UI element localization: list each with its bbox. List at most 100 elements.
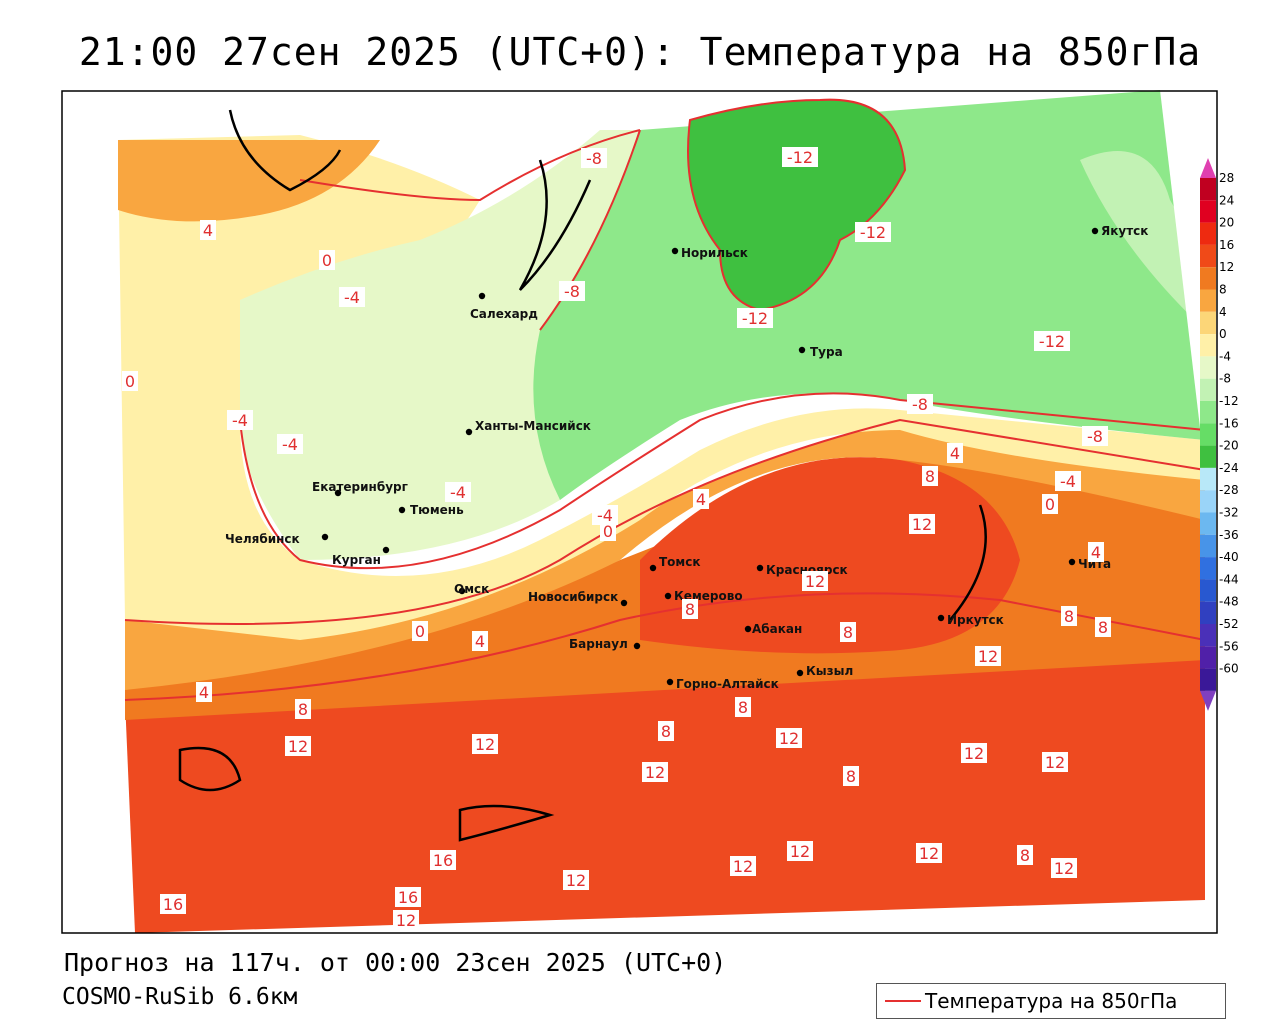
city-label: Екатеринбург — [312, 480, 408, 494]
colorbar-swatch — [1200, 668, 1216, 691]
contour-label: 12 — [912, 515, 932, 534]
colorbar-swatch — [1200, 401, 1216, 424]
city-marker — [321, 533, 329, 541]
map-frame — [61, 90, 1218, 934]
contour-label: 4 — [475, 632, 485, 651]
colorbar-tick-label: -44 — [1219, 572, 1239, 586]
city-marker — [796, 669, 804, 677]
field-band-minus4 — [240, 130, 660, 560]
contour-label-bg — [319, 250, 335, 270]
colorbar-tick-label: 16 — [1219, 238, 1234, 252]
contour-label-bg — [1051, 858, 1077, 878]
contour-line — [239, 392, 1206, 570]
contour-label-bg — [782, 147, 818, 167]
contour-label: 12 — [475, 735, 495, 754]
city-label: Барнаул — [569, 637, 628, 651]
contour-label-bg — [1042, 494, 1058, 514]
contour-label-bg — [961, 743, 987, 763]
colorbar-swatch — [1200, 423, 1216, 446]
colorbar-tick-label: 4 — [1219, 305, 1227, 319]
city-label: Горно-Алтайск — [676, 677, 779, 691]
contour-label: 0 — [322, 251, 332, 270]
contour-label-bg — [909, 514, 935, 534]
colorbar-tick-label: 24 — [1219, 193, 1234, 207]
legend-label: Температура на 850гПа — [925, 989, 1178, 1013]
colorbar-swatch — [1200, 490, 1216, 513]
colorbar: 28 24 20 16 12 8 4 0 -4 -8 -12 -16 -20 -24 -28 -32 -36 -4… — [1200, 158, 1239, 711]
colorbar-swatch — [1200, 311, 1216, 335]
model-name: COSMO-RuSib 6.6км — [62, 984, 298, 1010]
contour-label: 8 — [846, 767, 856, 786]
contour-label-bg — [840, 622, 856, 642]
city-marker — [620, 599, 628, 607]
contour-label-bg — [658, 721, 674, 741]
colorbar-tick-label: -32 — [1219, 506, 1239, 520]
contour-label-bg — [472, 631, 488, 651]
colorbar-swatch — [1200, 579, 1216, 602]
coastline — [518, 159, 592, 291]
contour-label: 16 — [433, 851, 453, 870]
colorbar-swatch — [1200, 289, 1216, 312]
city-marker — [664, 592, 672, 600]
colorbar-tick-label: -4 — [1219, 349, 1231, 363]
contour-label-bg — [160, 894, 186, 914]
contour-label: 12 — [733, 857, 753, 876]
city-label: Омск — [454, 582, 489, 596]
contour-label-bg — [430, 850, 456, 870]
city-label: Курган — [332, 553, 381, 567]
contour-line — [124, 418, 1206, 625]
contour-label-bg — [1042, 752, 1068, 772]
field-nw-warm — [118, 140, 380, 222]
contour-label-bg — [1017, 845, 1033, 865]
colorbar-swatch — [1200, 601, 1216, 624]
contour-label: 8 — [661, 722, 671, 741]
lake-baikal — [949, 504, 987, 621]
city-label: Салехард — [470, 307, 538, 321]
contour-label: -4 — [597, 506, 613, 525]
contour-label: -8 — [564, 282, 580, 301]
city-marker — [937, 614, 945, 622]
contour-label: 12 — [645, 763, 665, 782]
contour-label: -4 — [282, 435, 298, 454]
contour-label: -12 — [787, 148, 813, 167]
colorbar-swatch — [1200, 557, 1216, 580]
contour-label: 12 — [566, 871, 586, 890]
map-title: 21:00 27сен 2025 (UTC+0): Температура на… — [78, 30, 1202, 74]
contour-label: -8 — [586, 149, 602, 168]
forecast-info: Прогноз на 117ч. от 00:00 23сен 2025 (UT… — [64, 948, 727, 977]
legend-line-swatch — [885, 1000, 921, 1002]
contour-label: 8 — [685, 600, 695, 619]
colorbar-swatch — [1200, 445, 1216, 468]
city-marker — [798, 346, 806, 354]
city-label: Норильск — [681, 246, 748, 260]
colorbar-tick-label: 12 — [1219, 260, 1234, 274]
city-label: Кызыл — [806, 664, 853, 678]
contour-label-bg — [802, 571, 828, 591]
contour-label: 8 — [738, 698, 748, 717]
contour-label: 12 — [1054, 859, 1074, 878]
colorbar-swatch — [1200, 356, 1216, 379]
colorbar-swatch — [1200, 534, 1216, 558]
contour-label: 4 — [203, 221, 213, 240]
cities-layer: Норильск Якутск Салехард Тура Ханты-Мансийск… — [225, 224, 1148, 691]
contour-line — [539, 129, 641, 331]
city-marker — [382, 546, 390, 554]
city-marker — [334, 489, 342, 497]
colorbar-tick-label: -56 — [1219, 639, 1239, 653]
contour-line — [687, 98, 907, 312]
contour-label: 12 — [790, 842, 810, 861]
city-marker — [744, 625, 752, 633]
colorbar-swatch — [1200, 334, 1216, 357]
city-marker — [633, 642, 641, 650]
contour-label-bg — [693, 489, 709, 509]
contour-label-bg — [1082, 426, 1108, 446]
contour-label-bg — [395, 887, 421, 907]
city-marker — [666, 678, 674, 686]
contour-label: 16 — [398, 888, 418, 907]
colorbar-swatch — [1200, 378, 1216, 401]
coastline-caspian — [178, 746, 242, 792]
contour-label: -4 — [1060, 472, 1076, 491]
colorbar-swatch — [1200, 267, 1216, 290]
contour-label-bg — [196, 682, 212, 702]
contour-label: -12 — [860, 223, 886, 242]
